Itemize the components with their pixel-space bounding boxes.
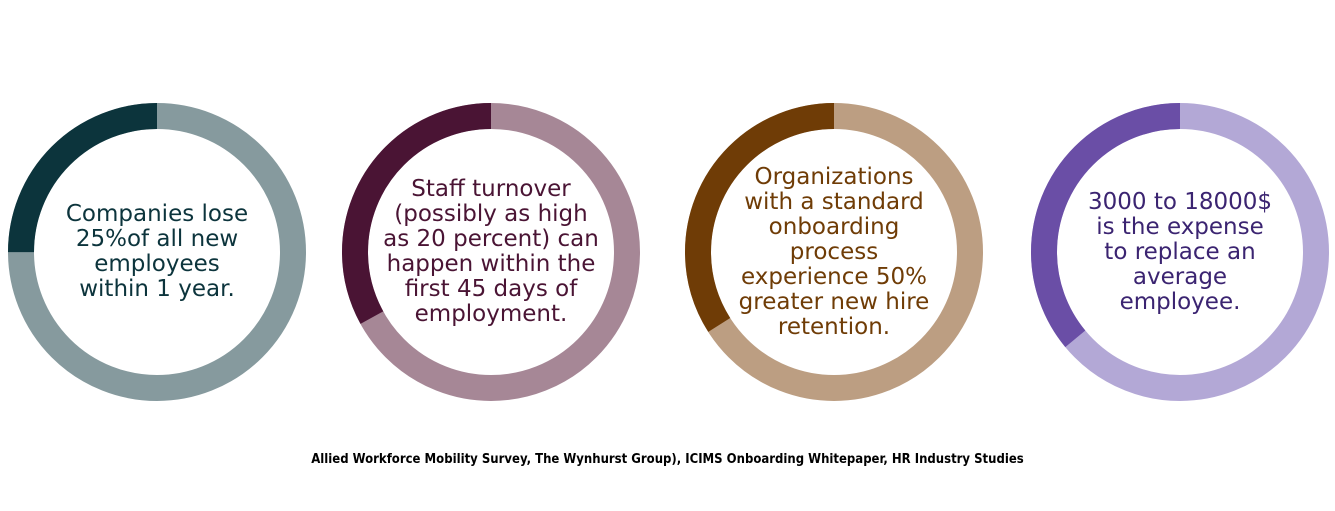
ring-accent-4 <box>1031 103 1329 401</box>
ring-graphic-1 <box>8 103 306 401</box>
stat-ring-2: Staff turnover (possibly as high as 20 p… <box>341 102 641 402</box>
stat-text-4: 3000 to 18000$ is the expense to replace… <box>1087 188 1273 315</box>
ring-graphic-4 <box>1031 103 1329 401</box>
ring-graphic-2 <box>342 103 640 401</box>
stat-ring-3: Organizations with a standard onboarding… <box>684 102 984 402</box>
stat-text-2: Staff turnover (possibly as high as 20 p… <box>383 176 599 327</box>
stat-text-3: Organizations with a standard onboarding… <box>738 163 930 340</box>
ring-accent-2 <box>342 103 640 401</box>
stat-ring-4: 3000 to 18000$ is the expense to replace… <box>1030 102 1330 402</box>
source-citation: Allied Workforce Mobility Survey, The Wy… <box>311 452 1024 467</box>
stat-ring-1: Companies lose 25%of all new employees w… <box>7 102 307 402</box>
ring-accent-1 <box>8 103 306 401</box>
ring-accent-3 <box>685 103 983 401</box>
stat-text-1: Companies lose 25%of all new employees w… <box>65 201 249 302</box>
ring-graphic-3 <box>685 103 983 401</box>
